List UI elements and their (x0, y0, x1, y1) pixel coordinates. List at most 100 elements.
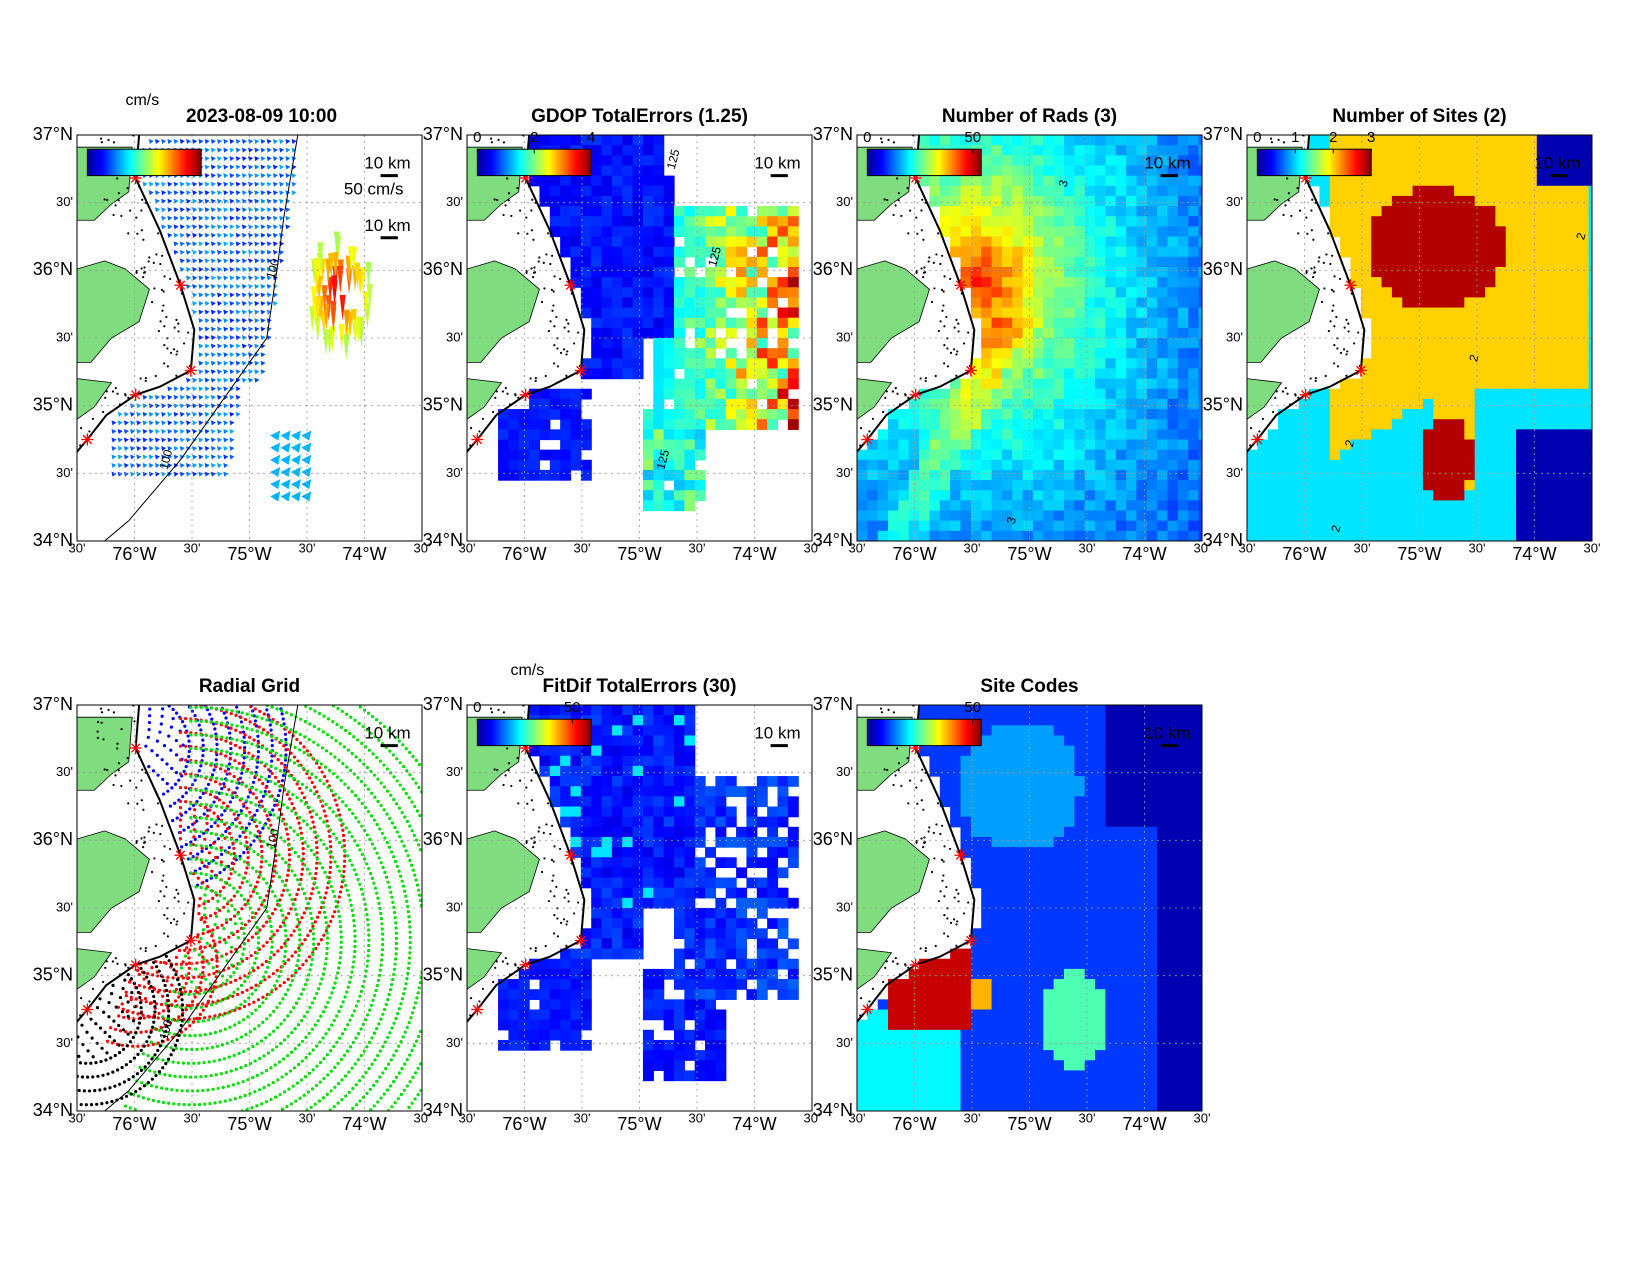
field-cell (694, 256, 706, 268)
shore-dot (1269, 137, 1273, 140)
grid-point (188, 807, 192, 811)
field-cell (1495, 175, 1507, 187)
field-cell (622, 165, 634, 177)
field-cell (746, 419, 758, 430)
vector-arrow (210, 139, 216, 145)
field-cell (1443, 216, 1455, 227)
shore-dot (506, 392, 509, 395)
field-cell (1115, 297, 1127, 309)
field-cell (663, 226, 675, 238)
field-cell (1557, 490, 1569, 501)
grid-point (229, 872, 233, 876)
field-cell (867, 510, 879, 522)
field-cell (929, 195, 941, 207)
grid-point (281, 717, 285, 721)
vector-arrow (198, 258, 204, 264)
field-cell (1464, 338, 1476, 349)
field-cell (1126, 185, 1138, 197)
grid-point (159, 722, 163, 726)
vector-arrow (217, 292, 223, 298)
grid-point (202, 831, 206, 835)
field-cell (1526, 358, 1538, 370)
vector-arrow (198, 284, 204, 290)
field-cell (981, 439, 993, 451)
grid-point (184, 772, 188, 776)
field-cell (1105, 327, 1117, 339)
field-cell (1095, 185, 1106, 197)
field-cell (674, 327, 685, 339)
grid-point (170, 786, 174, 790)
lat-label: 30' (836, 465, 853, 480)
field-cell (991, 388, 1003, 400)
field-cell (1443, 226, 1455, 238)
shore-dot (96, 730, 99, 733)
field-cell (1167, 307, 1179, 319)
grid-point (202, 864, 207, 868)
grid-point (215, 742, 219, 746)
vector-arrow (272, 181, 278, 187)
lon-label: 75°W (1007, 544, 1051, 564)
field-cell (1505, 317, 1517, 329)
field-cell (1588, 135, 1592, 146)
field-cell (1526, 348, 1538, 359)
field-cell (1136, 155, 1148, 167)
field-cell (591, 317, 603, 329)
field-cell (1557, 175, 1569, 187)
field-cell (1547, 216, 1559, 227)
field-cell (1422, 419, 1434, 430)
shore-dot (135, 841, 138, 844)
field-cell (1022, 469, 1034, 481)
field-cell (1567, 226, 1579, 238)
field-cell (1516, 510, 1528, 522)
field-cell (1422, 327, 1434, 339)
field-cell (1105, 469, 1117, 481)
field-cell (1526, 327, 1538, 339)
vector-arrow (204, 394, 210, 400)
field-cell (1136, 216, 1148, 227)
field-cell (1188, 520, 1200, 532)
field-cell (1391, 388, 1403, 400)
site-marker (130, 390, 141, 400)
field-cell (601, 266, 613, 278)
grid-point (265, 894, 269, 898)
field-cell (1557, 510, 1569, 522)
field-cell (1360, 388, 1372, 400)
field-cell (787, 317, 799, 329)
field-cell (1557, 266, 1569, 278)
field-cell (1095, 145, 1106, 156)
shore-dot (53, 462, 55, 464)
field-cell (1412, 327, 1424, 339)
shore-dot (154, 374, 157, 378)
vector-arrow (186, 403, 192, 409)
field-cell (1278, 409, 1289, 420)
shore-dot (159, 890, 162, 893)
field-cell (1032, 510, 1044, 522)
field-cell (1402, 297, 1414, 309)
field-cell (591, 226, 603, 238)
field-cell (1381, 490, 1393, 501)
field-cell (1188, 175, 1200, 187)
field-cell (746, 409, 758, 420)
vector-arrow (217, 463, 223, 469)
grid-point (144, 744, 148, 748)
field-cell (1485, 297, 1496, 309)
field-cell (653, 429, 665, 441)
field-cell (1043, 236, 1055, 248)
field-cell (1032, 358, 1044, 370)
shore-dot (114, 957, 117, 960)
field-cell (1157, 236, 1169, 248)
field-cell (715, 216, 727, 227)
field-cell (1536, 175, 1548, 187)
shore-dot (1347, 322, 1350, 325)
field-cell (1084, 480, 1096, 491)
field-cell (1136, 338, 1148, 349)
shore-dot (161, 254, 164, 257)
field-cell (1454, 449, 1465, 461)
field-cell (529, 388, 541, 400)
field-cell (1032, 459, 1044, 471)
grid-point (242, 735, 246, 739)
grid-point (241, 730, 246, 734)
shore-dot (1286, 392, 1289, 395)
vector-arrow (217, 249, 223, 255)
field-cell (981, 490, 993, 501)
